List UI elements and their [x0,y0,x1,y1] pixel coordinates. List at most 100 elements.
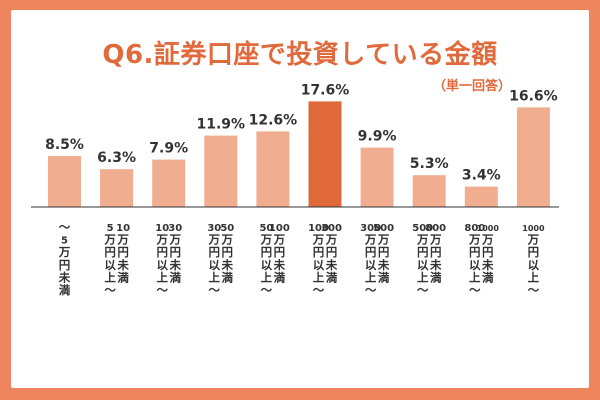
category-char: 5 [107,223,114,234]
category-char: ～ [261,283,273,297]
category-char: 円 [528,245,540,259]
category-char: 500 [373,223,394,234]
category-char: 万 [312,233,325,247]
category-char: ～ [365,283,377,297]
category-char: 万 [468,233,481,247]
bar-6 [308,101,342,207]
category-char: 上 [365,270,377,284]
category-char: ～ [417,283,429,297]
category-char: 上 [528,270,540,284]
category-char: 円 [209,245,221,259]
bar-7 [360,147,394,207]
category-char: 800 [425,223,446,234]
value-label-7: 9.9% [358,129,397,145]
category-char: ～ [156,283,168,297]
category-char: 万 [273,233,286,247]
category-char: 万 [155,233,168,247]
category-char: 50 [220,223,234,234]
category-char: 円 [430,245,442,259]
category-char: 未 [325,258,338,272]
category-char: 30 [207,223,221,234]
category-char: 円 [326,245,338,259]
category-char: 円 [482,245,494,259]
category-char: ～ [59,220,71,234]
chart-title: Q6.証券口座で投資している金額 [102,40,498,70]
category-char: 満 [59,283,71,297]
chart-subtitle: （単一回答） [433,79,512,94]
category-char: 満 [378,270,390,284]
category-char: 上 [156,270,168,284]
category-char: 万 [364,233,377,247]
category-char: 円 [117,245,129,259]
category-char: 万 [208,233,221,247]
category-char: 300 [360,223,381,234]
category-char: ～ [469,283,481,297]
category-char: 万 [260,233,273,247]
category-char: 円 [469,245,481,259]
bar-2 [100,169,134,207]
category-char: 以 [469,258,481,272]
category-char: 100 [269,223,290,234]
category-char: 万 [527,233,540,247]
bar-1 [48,156,81,207]
value-label-1: 8.5% [45,137,84,153]
category-char: ～ [209,283,221,297]
category-char: 上 [469,270,481,284]
category-char: 円 [104,245,116,259]
category-char: 円 [169,245,181,259]
category-char: 上 [417,270,429,284]
category-char: 円 [378,245,390,259]
category-char: 未 [168,258,181,272]
category-char: 円 [417,245,429,259]
category-char: 万 [116,233,129,247]
value-label-2: 6.3% [97,150,136,166]
category-char: 以 [104,258,116,272]
chart-frame: Q6.証券口座で投資している金額 （単一回答） 8.5%～5万円未満～5万円未満… [11,10,589,388]
category-char: 円 [365,245,377,259]
category-char: 以 [156,258,168,272]
category-char: 上 [104,270,116,284]
category-char: 以 [528,258,540,272]
category-char: 満 [482,270,494,284]
category-char: 満 [326,270,338,284]
value-label-3: 7.9% [149,141,188,157]
category-char: 5 [61,236,68,247]
category-char: 300 [321,223,342,234]
category-char: 未 [58,270,71,284]
value-label-6: 17.6% [301,82,350,98]
category-char: 上 [313,270,325,284]
category-char: 円 [274,245,286,259]
category-char: 未 [221,258,234,272]
category-char: 満 [117,270,129,284]
category-char: 万 [377,233,390,247]
category-char: 500 [412,223,433,234]
category-char: 800 [464,223,485,234]
category-char: 100 [308,223,329,234]
category-char: 10 [116,223,130,234]
bar-9 [464,186,498,207]
category-char: 1000 [477,224,500,233]
category-char: 以 [417,258,429,272]
category-char: ～ [104,283,116,297]
category-char: 1000 [522,224,545,233]
category-char: 万 [429,233,442,247]
category-char: 万 [481,233,494,247]
category-char: 未 [481,258,494,272]
category-char: 満 [274,270,286,284]
category-char: 万 [221,233,234,247]
category-char: 上 [261,270,273,284]
category-char: 未 [377,258,390,272]
category-char: 万 [416,233,429,247]
category-char: 万 [58,245,71,259]
category-char: 円 [313,245,325,259]
